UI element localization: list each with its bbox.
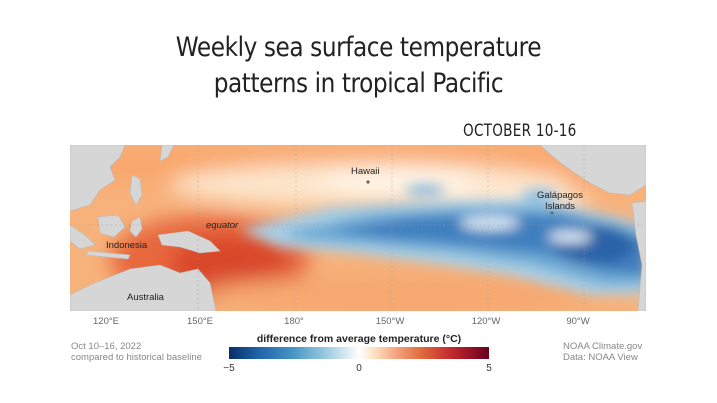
label-australia: Australia	[127, 292, 164, 303]
lon-tick-120w: 120°W	[471, 316, 501, 327]
land-asia	[70, 145, 126, 212]
legend-color-bar	[229, 347, 489, 359]
land-south-america	[631, 200, 646, 311]
label-galapagos: Galápagos Islands	[530, 190, 590, 212]
lon-tick-180: 180°	[284, 316, 304, 327]
galapagos-marker	[550, 211, 554, 215]
legend-min: −5	[223, 363, 235, 374]
land-japan	[159, 145, 175, 162]
cold-patch-hawaii	[405, 185, 445, 195]
south-warm-zone	[200, 275, 600, 311]
graticule	[70, 145, 646, 311]
label-galapagos-line2: Islands	[544, 201, 576, 212]
legend-mid: 0	[356, 363, 362, 374]
legend-title: difference from average temperature (°C)	[256, 333, 462, 345]
cold-patch-galapagos	[522, 189, 558, 201]
land-sumatra	[70, 224, 96, 250]
week-label: OCTOBER 10-16	[463, 121, 577, 141]
lon-tick-120e: 120°E	[93, 316, 119, 327]
white-eddy-2	[548, 231, 592, 243]
cold-core-east	[555, 225, 635, 265]
credit-caption: NOAA Climate.gov Data: NOAA View	[563, 341, 642, 363]
label-hawaii: Hawaii	[351, 166, 380, 177]
label-indonesia: Indonesia	[106, 240, 148, 251]
land-java	[85, 250, 131, 260]
hawaii-marker	[366, 180, 370, 184]
land-sulawesi	[129, 216, 143, 238]
land-new-guinea	[157, 230, 221, 254]
legend-max: 5	[486, 363, 492, 374]
date-caption: Oct 10–16, 2022 compared to historical b…	[71, 341, 202, 363]
credit-caption-line2: Data: NOAA View	[563, 352, 638, 363]
lon-tick-90w: 90°W	[566, 316, 590, 327]
white-eddy-1	[460, 216, 520, 230]
land-masses	[70, 145, 646, 311]
label-equator: equator	[206, 220, 239, 231]
date-caption-line2: compared to historical baseline	[71, 352, 202, 363]
label-galapagos-line1: Galápagos	[537, 190, 583, 201]
title-line-2: patterns in tropical Pacific	[213, 68, 504, 99]
hawaii-pale-zone	[320, 166, 480, 194]
lon-tick-150e: 150°E	[187, 316, 213, 327]
land-central-america	[539, 145, 646, 196]
lon-tick-150w: 150°W	[375, 316, 405, 327]
date-caption-line1: Oct 10–16, 2022	[71, 341, 142, 352]
page-title: Weekly sea surface temperature patterns …	[50, 30, 667, 102]
land-borneo	[97, 214, 126, 238]
title-line-1: Weekly sea surface temperature	[175, 32, 542, 63]
sst-anomaly-map	[70, 145, 646, 311]
land-australia	[70, 264, 217, 311]
credit-caption-line1: NOAA Climate.gov	[563, 341, 643, 352]
land-philippines	[129, 174, 143, 206]
